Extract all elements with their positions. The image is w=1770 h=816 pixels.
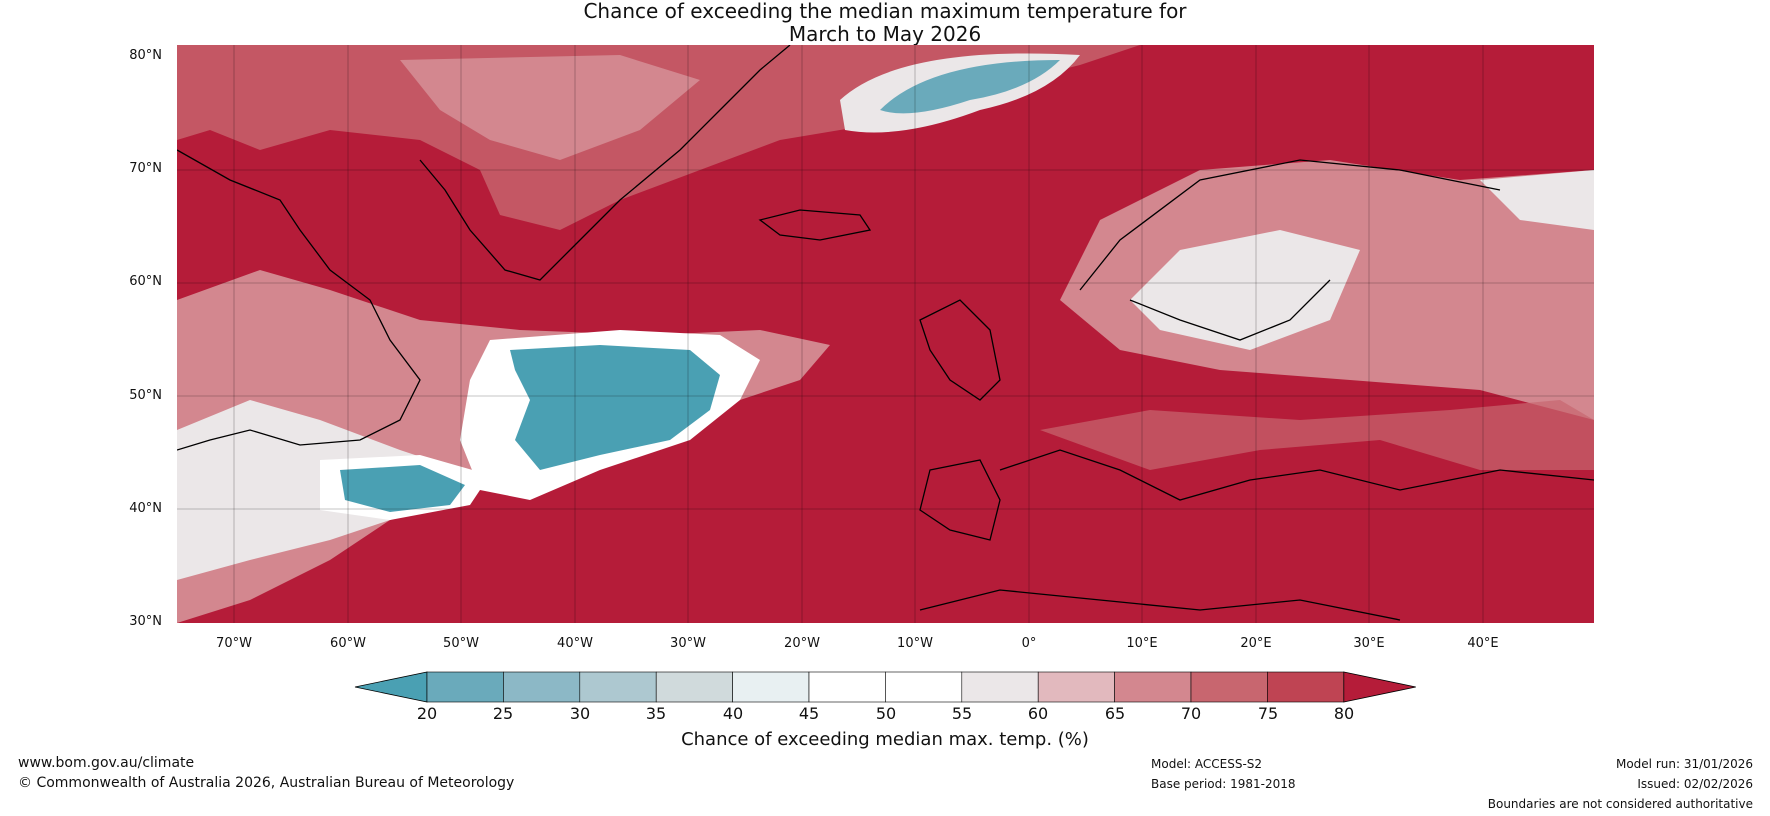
lon-label-60w: 60°W	[330, 636, 366, 651]
title-line-1: Chance of exceeding the median maximum t…	[583, 0, 1187, 23]
lon-label-30w: 30°W	[670, 636, 706, 651]
base-period-text: Base period: 1981-2018	[1151, 777, 1296, 791]
colorbar-tick-65: 65	[1104, 704, 1126, 723]
lat-label-80n: 80°N	[129, 48, 162, 63]
canada-light-region	[177, 400, 460, 580]
colorbar-tick-75: 75	[1257, 704, 1279, 723]
colorbar-segment	[732, 671, 810, 703]
colorbar-segment	[885, 671, 963, 703]
lon-label-50w: 50°W	[443, 636, 479, 651]
newfoundland-blue-region	[340, 465, 465, 512]
atlantic-blue-region	[510, 345, 720, 470]
disclaimer-text: Boundaries are not considered authoritat…	[1487, 797, 1753, 811]
colorbar-tick-70: 70	[1180, 704, 1202, 723]
colorbar	[354, 671, 1416, 703]
colorbar-segment	[808, 671, 886, 703]
graticule	[177, 45, 1594, 623]
colorbar-extend-low	[354, 671, 428, 703]
model-text: Model: ACCESS-S2	[1151, 757, 1263, 771]
lon-label-20w: 20°W	[784, 636, 820, 651]
colorbar-segment	[1190, 671, 1268, 703]
lon-label-0: 0°	[1021, 636, 1037, 651]
europe-pink-region	[1040, 400, 1594, 470]
issued-text: Issued: 02/02/2026	[1637, 777, 1753, 791]
website-text: www.bom.gov.au/climate	[18, 755, 195, 771]
colorbar-segment	[1114, 671, 1192, 703]
lat-label-70n: 70°N	[129, 161, 162, 176]
title-line-2: March to May 2026	[788, 22, 982, 46]
colorbar-segment	[426, 671, 504, 703]
colorbar-segment	[579, 671, 657, 703]
arctic-light-region	[400, 55, 700, 160]
lat-label-60n: 60°N	[129, 274, 162, 289]
colorbar-tick-20: 20	[416, 704, 438, 723]
colorbar-tick-35: 35	[645, 704, 667, 723]
colorbar-tick-55: 55	[951, 704, 973, 723]
colorbar-segment	[961, 671, 1039, 703]
colorbar-tick-50: 50	[875, 704, 897, 723]
colorbar-segment	[655, 671, 733, 703]
lon-label-40w: 40°W	[557, 636, 593, 651]
colorbar-extend-high	[1343, 671, 1416, 703]
lon-label-10e: 10°E	[1126, 636, 1158, 651]
lat-label-50n: 50°N	[129, 388, 162, 403]
map-title: Chance of exceeding the median maximum t…	[0, 0, 1770, 46]
northeast-light-region	[1480, 170, 1594, 230]
colorbar-tick-25: 25	[492, 704, 514, 723]
lon-label-30e: 30°E	[1353, 636, 1385, 651]
colorbar-tick-80: 80	[1333, 704, 1355, 723]
colorbar-segment	[1267, 671, 1345, 703]
model-run-text: Model run: 31/01/2026	[1615, 757, 1753, 771]
colorbar-label: Chance of exceeding median max. temp. (%…	[681, 729, 1089, 750]
copyright-text: © Commonwealth of Australia 2026, Austra…	[18, 775, 515, 791]
lon-label-20e: 20°E	[1240, 636, 1272, 651]
lon-label-10w: 10°W	[897, 636, 933, 651]
scandinavia-light-region	[1130, 230, 1360, 350]
colorbar-segment	[503, 671, 581, 703]
lat-label-30n: 30°N	[129, 614, 162, 629]
colorbar-tick-40: 40	[722, 704, 744, 723]
colorbar-tick-30: 30	[569, 704, 591, 723]
colorbar-segment	[1037, 671, 1115, 703]
colorbar-tick-45: 45	[798, 704, 820, 723]
lat-label-40n: 40°N	[129, 501, 162, 516]
svalbard-blue-region	[880, 60, 1060, 114]
lon-label-40e: 40°E	[1467, 636, 1499, 651]
coastlines	[177, 45, 1594, 621]
lon-label-70w: 70°W	[216, 636, 252, 651]
colorbar-tick-60: 60	[1027, 704, 1049, 723]
